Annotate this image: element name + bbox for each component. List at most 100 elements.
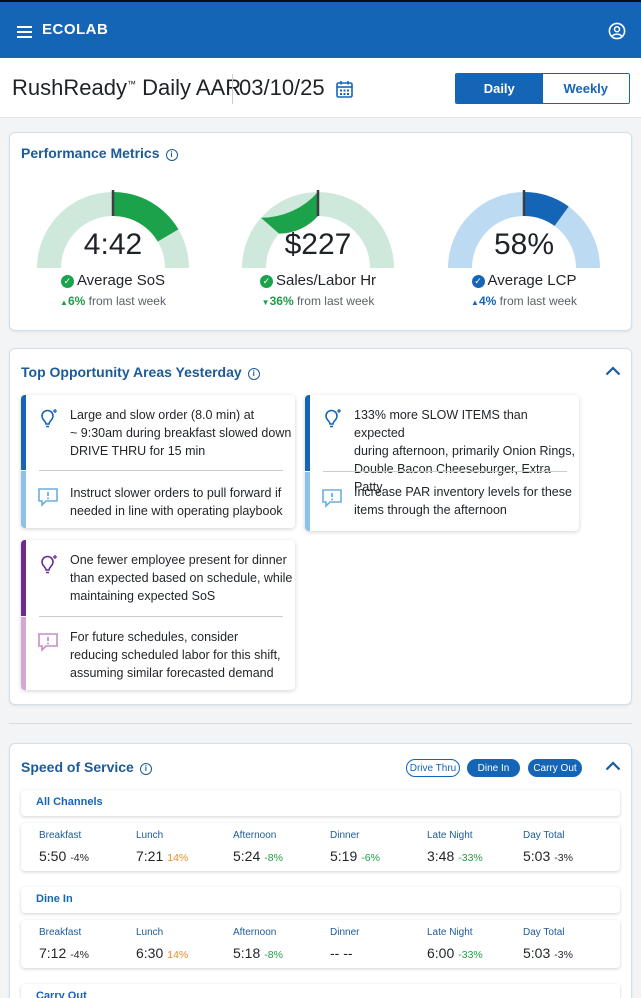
section-divider: [9, 723, 632, 724]
action-text: Increase PAR inventory levels for these i…: [354, 485, 572, 517]
divider: [323, 471, 567, 472]
calendar-icon[interactable]: [336, 80, 353, 98]
sos-metrics-row: Breakfast 7:12 -4% Lunch 6:30 14% Afternoon 5:1…: [21, 920, 620, 968]
lightbulb-icon: [325, 409, 341, 428]
weekly-toggle-button[interactable]: Weekly: [542, 74, 629, 103]
sos-cell: Lunch 6:30 14%: [136, 920, 233, 968]
view-toggle: Daily Weekly: [455, 73, 630, 104]
lightbulb-icon: [41, 555, 57, 574]
daypart-value: 3:48 -33%: [427, 848, 483, 864]
gauge-label: ✓ Sales/Labor Hr: [238, 272, 398, 289]
info-icon[interactable]: i: [139, 763, 152, 775]
daypart-label: Afternoon: [233, 830, 277, 841]
sos-cell: Lunch 7:21 14%: [136, 823, 233, 871]
card-accent-bar: [305, 395, 310, 471]
divider: [39, 470, 283, 471]
daypart-delta: 14%: [167, 852, 189, 864]
gauge-fill: [524, 192, 569, 226]
card-accent-bar: [21, 395, 26, 470]
gauge-value: 58%: [493, 228, 555, 261]
insight-text: One fewer employee present for dinner tha…: [70, 553, 293, 603]
menu-icon[interactable]: [17, 26, 32, 38]
action-text: For future schedules, consider reducing s…: [70, 630, 281, 680]
insight-text: Large and slow order (8.0 min) at ~ 9:30a…: [70, 408, 292, 458]
daypart-delta: -3%: [554, 852, 573, 864]
gauge-arc-0: [37, 190, 189, 268]
report-date: 03/10/25: [239, 75, 325, 100]
daypart-value: 5:03 -3%: [523, 848, 573, 864]
daypart-delta: -8%: [264, 852, 283, 864]
gauge-fill: [113, 192, 179, 242]
collapse-chevron-icon[interactable]: [605, 366, 621, 376]
gauge-sales-labor: $227 ✓ Sales/Labor Hr ▼36% from last week: [238, 184, 398, 314]
opportunity-card: One fewer employee present for dinner tha…: [21, 540, 295, 690]
check-circle-icon: ✓: [60, 275, 74, 288]
filter-dine-in[interactable]: Dine In: [467, 759, 520, 777]
check-circle-icon: ✓: [471, 275, 485, 288]
performance-metrics-title: Performance Metrics i: [21, 145, 178, 161]
sos-section-header: Carry Out: [21, 984, 620, 998]
gauge-average-sos: 4:42 ✓ Average SoS ▲6% from last week: [33, 184, 193, 314]
daypart-label: Dinner: [330, 830, 360, 841]
top-app-bar: ECOLAB: [0, 0, 641, 58]
daypart-delta: 14%: [167, 949, 189, 961]
daypart-label: Day Total: [523, 830, 565, 841]
daypart-label: Late Night: [427, 927, 473, 938]
daypart-value: 5:03 -3%: [523, 945, 573, 961]
info-icon[interactable]: i: [165, 149, 178, 161]
daypart-delta: -8%: [264, 949, 283, 961]
daypart-value: 7:21 14%: [136, 848, 189, 864]
daypart-value: 5:24 -8%: [233, 848, 283, 864]
gauge-track: [242, 192, 394, 268]
lightbulb-icon: [41, 409, 57, 428]
daypart-value: 6:00 -33%: [427, 945, 483, 961]
action-text: Instruct slower orders to pull forward i…: [70, 486, 283, 518]
daypart-label: Late Night: [427, 830, 473, 841]
daypart-delta: -6%: [361, 852, 380, 864]
daypart-value: 7:12 -4%: [39, 945, 89, 961]
gauge-value: 4:42: [83, 228, 143, 261]
filter-drive-thru[interactable]: Drive Thru: [406, 759, 460, 777]
daily-toggle-button[interactable]: Daily: [456, 74, 543, 103]
card-accent-bar: [21, 540, 26, 616]
speed-of-service-title: Speed of Service i: [21, 759, 152, 775]
daypart-value: 6:30 14%: [136, 945, 189, 961]
daypart-delta: -4%: [70, 852, 89, 864]
daypart-label: Breakfast: [39, 830, 82, 841]
daypart-label: Lunch: [136, 927, 164, 938]
sos-cell: Afternoon 5:24 -8%: [233, 823, 330, 871]
card-accent-bar: [305, 472, 310, 531]
daypart-value: 5:18 -8%: [233, 945, 283, 961]
info-icon[interactable]: i: [247, 368, 260, 380]
collapse-chevron-icon[interactable]: [605, 761, 621, 771]
daypart-label: Dinner: [330, 927, 360, 938]
sos-section-header: All Channels: [21, 790, 620, 816]
arrow-down-icon: ▼: [261, 298, 270, 307]
sos-metrics-row: Breakfast 5:50 -4% Lunch 7:21 14% Afternoon 5:2…: [21, 823, 620, 871]
opportunity-areas-title: Top Opportunity Areas Yesterday i: [21, 364, 260, 380]
sos-cell: Dinner -- --: [330, 920, 427, 968]
gauge-label: ✓ Average LCP: [444, 272, 604, 289]
divider: [39, 616, 283, 617]
filter-carry-out[interactable]: Carry Out: [528, 759, 582, 777]
sos-cell: Breakfast 5:50 -4%: [39, 823, 136, 871]
title-divider: [232, 74, 233, 104]
card-accent-bar: [21, 471, 26, 528]
user-account-icon[interactable]: [608, 22, 626, 40]
alert-message-icon: [38, 633, 58, 652]
daypart-value: 5:50 -4%: [39, 848, 89, 864]
sos-cell: Day Total 5:03 -3%: [523, 823, 620, 871]
check-circle-icon: ✓: [259, 275, 273, 288]
sos-section-header: Dine In: [21, 887, 620, 913]
gauge-label: ✓ Average SoS: [33, 272, 193, 289]
sos-cell: Dinner 5:19 -6%: [330, 823, 427, 871]
daypart-label: Breakfast: [39, 927, 82, 938]
gauge-arc-1: [242, 190, 394, 268]
opportunity-card: Large and slow order (8.0 min) at ~ 9:30a…: [21, 395, 295, 528]
gauge-value: $227: [284, 228, 352, 261]
sos-cell: Day Total 5:03 -3%: [523, 920, 620, 968]
sos-cell: Late Night 6:00 -33%: [427, 920, 524, 968]
card-accent-bar: [21, 617, 26, 690]
daypart-value: -- --: [330, 945, 353, 961]
daypart-label: Lunch: [136, 830, 164, 841]
